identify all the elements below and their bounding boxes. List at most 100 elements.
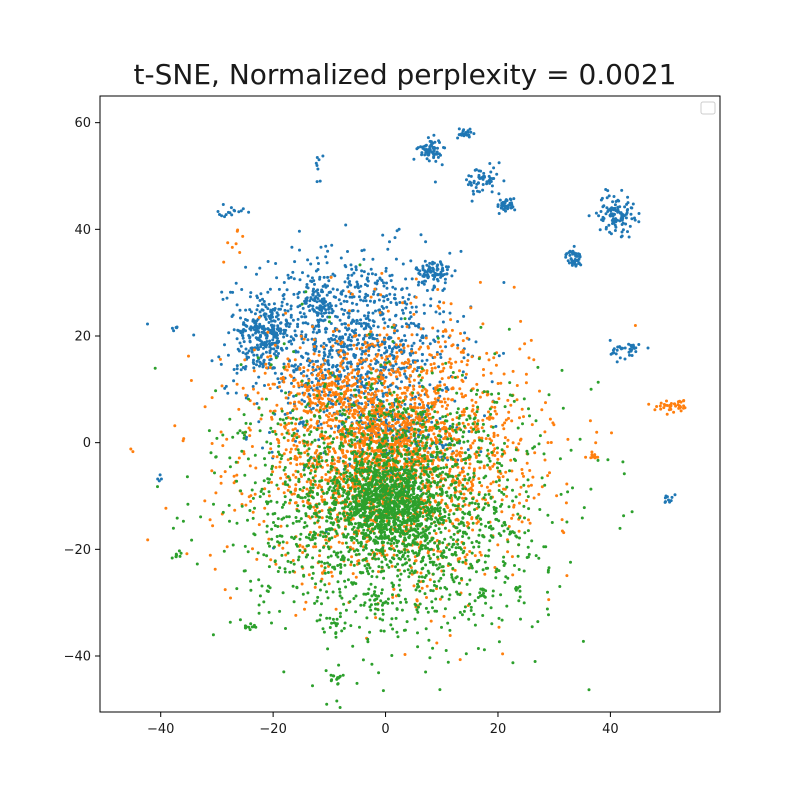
data-point — [315, 180, 319, 184]
data-point — [426, 456, 430, 460]
data-point — [364, 345, 368, 349]
data-point — [331, 373, 334, 377]
data-point — [366, 397, 370, 401]
data-point — [250, 445, 254, 448]
data-point — [492, 356, 496, 360]
data-point — [300, 402, 304, 406]
data-point — [338, 318, 342, 322]
data-point — [353, 285, 357, 289]
data-point — [425, 393, 429, 397]
data-point — [252, 366, 256, 370]
data-point — [609, 214, 612, 218]
data-point — [359, 391, 363, 394]
data-point — [420, 359, 424, 363]
data-point — [624, 216, 628, 220]
data-point — [318, 304, 322, 308]
data-point — [403, 391, 407, 395]
data-point — [518, 501, 521, 505]
data-point — [436, 329, 440, 333]
data-point — [316, 374, 320, 377]
data-point — [296, 296, 300, 299]
data-point — [335, 328, 339, 332]
data-point — [452, 437, 456, 441]
data-point — [489, 170, 493, 174]
data-point — [241, 328, 245, 332]
data-point — [327, 582, 331, 586]
data-point — [315, 421, 319, 425]
data-point — [428, 412, 432, 416]
data-point — [333, 451, 337, 455]
data-point — [397, 345, 400, 349]
data-point — [409, 301, 413, 305]
data-point — [620, 188, 624, 192]
data-point — [309, 469, 313, 472]
data-point — [518, 347, 522, 351]
data-point — [369, 393, 373, 397]
data-point — [456, 343, 460, 347]
data-point — [391, 347, 395, 351]
data-point — [355, 426, 359, 430]
data-point — [594, 211, 598, 215]
data-point — [306, 395, 310, 399]
data-point — [497, 161, 501, 165]
data-point — [350, 309, 354, 313]
data-point — [355, 455, 359, 459]
data-point — [482, 466, 486, 470]
data-point — [232, 208, 236, 212]
data-point — [630, 345, 634, 349]
data-point — [532, 496, 536, 500]
data-point — [491, 464, 495, 468]
data-point — [367, 364, 371, 368]
data-point — [286, 321, 289, 325]
data-point — [292, 277, 296, 281]
data-point — [305, 524, 309, 528]
data-point — [325, 261, 329, 265]
data-point — [364, 389, 367, 393]
data-point — [479, 450, 483, 454]
data-point — [617, 199, 621, 203]
data-point — [286, 273, 290, 277]
data-point — [252, 387, 255, 391]
data-point — [426, 346, 430, 350]
data-point — [422, 473, 426, 477]
data-point — [376, 426, 380, 430]
data-point — [249, 494, 253, 498]
data-point — [403, 369, 407, 373]
data-point — [307, 305, 311, 308]
data-point — [382, 381, 386, 385]
data-point — [334, 403, 338, 406]
data-point — [333, 412, 337, 416]
data-point — [336, 456, 340, 460]
data-point — [418, 339, 422, 343]
data-point — [311, 368, 315, 372]
data-point — [364, 402, 368, 406]
data-point — [238, 618, 242, 622]
data-point — [442, 366, 446, 370]
data-point — [434, 159, 438, 163]
data-point — [275, 455, 279, 459]
data-point — [398, 428, 402, 432]
data-point — [378, 311, 382, 315]
data-point — [237, 456, 241, 460]
data-point — [251, 510, 255, 514]
data-point — [517, 442, 521, 446]
data-point — [342, 384, 346, 388]
data-point — [388, 354, 391, 358]
data-point — [409, 443, 412, 447]
data-point — [318, 299, 322, 303]
data-point — [210, 442, 214, 445]
data-point — [310, 381, 314, 384]
data-point — [385, 294, 389, 298]
data-point — [290, 381, 293, 385]
data-point — [332, 447, 335, 451]
data-point — [318, 179, 322, 183]
data-point — [510, 205, 514, 209]
data-point — [381, 612, 385, 616]
data-point — [308, 502, 312, 506]
data-point — [365, 375, 369, 378]
data-point — [377, 570, 380, 574]
data-point — [294, 334, 298, 338]
data-point — [337, 424, 341, 428]
data-point — [348, 409, 352, 413]
data-point — [306, 258, 310, 262]
